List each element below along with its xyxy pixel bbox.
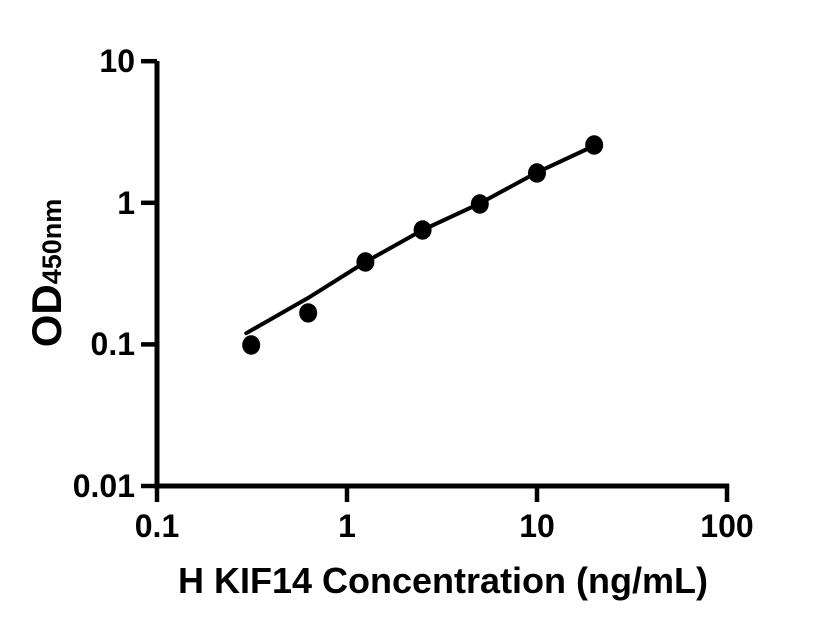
x-tick-label: 1: [338, 508, 356, 544]
y-tick-label: 1: [117, 184, 135, 221]
x-tick-label: 0.1: [134, 508, 180, 544]
data-point: [299, 303, 318, 323]
data-point: [242, 335, 261, 355]
x-axis-title: H KIF14 Concentration (ng/mL): [178, 560, 708, 601]
y-tick-label: 0.1: [90, 326, 135, 363]
y-tick-label: 0.01: [72, 468, 135, 504]
y-axis-title-main: OD: [23, 284, 70, 348]
x-tick-label: 100: [700, 508, 754, 544]
y-tick-label: 10: [99, 43, 135, 80]
x-tick-label: 10: [519, 508, 555, 544]
fit-curve-line: [244, 143, 598, 336]
y-axis-title-sub: 450nm: [37, 198, 67, 285]
y-axis-title: OD450nm: [23, 199, 71, 348]
